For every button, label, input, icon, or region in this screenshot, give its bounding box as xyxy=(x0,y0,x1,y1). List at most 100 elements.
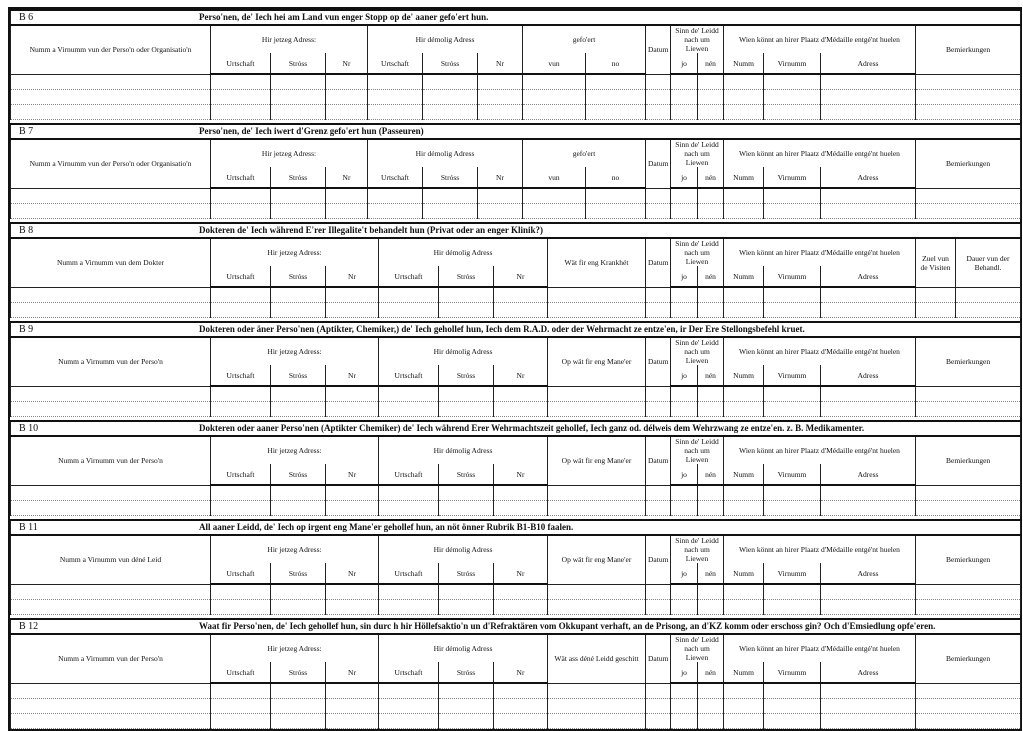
entry-cell[interactable] xyxy=(438,698,494,714)
entry-cell[interactable] xyxy=(645,484,671,501)
entry-cell[interactable] xyxy=(378,401,439,417)
entry-cell[interactable] xyxy=(697,302,724,318)
entry-cell[interactable] xyxy=(820,583,916,600)
entry-cell[interactable] xyxy=(378,698,439,714)
entry-cell[interactable] xyxy=(763,583,821,600)
entry-cell[interactable] xyxy=(270,302,326,318)
entry-cell[interactable] xyxy=(325,401,379,417)
entry-cell[interactable] xyxy=(10,484,211,501)
entry-cell[interactable] xyxy=(585,203,646,219)
entry-cell[interactable] xyxy=(10,73,211,90)
entry-cell[interactable] xyxy=(438,583,494,600)
entry-cell[interactable] xyxy=(378,500,439,516)
entry-cell[interactable] xyxy=(697,401,724,417)
entry-cell[interactable] xyxy=(697,599,724,615)
entry-cell[interactable] xyxy=(915,302,956,318)
entry-cell[interactable] xyxy=(697,385,724,402)
entry-cell[interactable] xyxy=(210,73,271,90)
entry-cell[interactable] xyxy=(325,187,368,204)
entry-cell[interactable] xyxy=(325,583,379,600)
entry-cell[interactable] xyxy=(697,500,724,516)
entry-cell[interactable] xyxy=(493,698,548,714)
entry-cell[interactable] xyxy=(697,89,724,105)
entry-cell[interactable] xyxy=(697,73,724,90)
entry-cell[interactable] xyxy=(697,698,724,714)
entry-cell[interactable] xyxy=(914,713,1022,729)
entry-cell[interactable] xyxy=(10,682,211,699)
entry-cell[interactable] xyxy=(914,583,1022,600)
entry-cell[interactable] xyxy=(915,286,956,303)
entry-cell[interactable] xyxy=(270,104,326,120)
entry-cell[interactable] xyxy=(367,104,423,120)
entry-cell[interactable] xyxy=(954,302,1022,318)
entry-cell[interactable] xyxy=(325,203,368,219)
entry-cell[interactable] xyxy=(210,104,271,120)
entry-cell[interactable] xyxy=(820,89,916,105)
entry-cell[interactable] xyxy=(210,89,271,105)
entry-cell[interactable] xyxy=(522,73,586,90)
entry-cell[interactable] xyxy=(914,484,1022,501)
entry-cell[interactable] xyxy=(270,583,326,600)
entry-cell[interactable] xyxy=(477,104,523,120)
entry-cell[interactable] xyxy=(493,682,548,699)
entry-cell[interactable] xyxy=(210,286,271,303)
entry-cell[interactable] xyxy=(493,484,548,501)
entry-cell[interactable] xyxy=(547,500,646,516)
entry-cell[interactable] xyxy=(378,583,439,600)
entry-cell[interactable] xyxy=(670,583,698,600)
entry-cell[interactable] xyxy=(367,203,423,219)
entry-cell[interactable] xyxy=(547,583,646,600)
entry-cell[interactable] xyxy=(438,302,494,318)
entry-cell[interactable] xyxy=(670,713,698,729)
entry-cell[interactable] xyxy=(493,302,548,318)
entry-cell[interactable] xyxy=(585,89,646,105)
entry-cell[interactable] xyxy=(325,302,379,318)
entry-cell[interactable] xyxy=(723,500,764,516)
entry-cell[interactable] xyxy=(670,599,698,615)
entry-cell[interactable] xyxy=(270,187,326,204)
entry-cell[interactable] xyxy=(585,73,646,90)
entry-cell[interactable] xyxy=(325,286,379,303)
entry-cell[interactable] xyxy=(670,73,698,90)
entry-cell[interactable] xyxy=(493,401,548,417)
entry-cell[interactable] xyxy=(914,682,1022,699)
entry-cell[interactable] xyxy=(763,104,821,120)
entry-cell[interactable] xyxy=(645,187,671,204)
entry-cell[interactable] xyxy=(645,713,671,729)
entry-cell[interactable] xyxy=(820,104,916,120)
entry-cell[interactable] xyxy=(723,713,764,729)
entry-cell[interactable] xyxy=(10,302,211,318)
entry-cell[interactable] xyxy=(723,599,764,615)
entry-cell[interactable] xyxy=(270,599,326,615)
entry-cell[interactable] xyxy=(723,286,764,303)
entry-cell[interactable] xyxy=(493,286,548,303)
entry-cell[interactable] xyxy=(378,385,439,402)
entry-cell[interactable] xyxy=(914,385,1022,402)
entry-cell[interactable] xyxy=(820,500,916,516)
entry-cell[interactable] xyxy=(210,583,271,600)
entry-cell[interactable] xyxy=(723,484,764,501)
entry-cell[interactable] xyxy=(645,385,671,402)
entry-cell[interactable] xyxy=(914,73,1022,90)
entry-cell[interactable] xyxy=(723,89,764,105)
entry-cell[interactable] xyxy=(210,682,271,699)
entry-cell[interactable] xyxy=(438,385,494,402)
entry-cell[interactable] xyxy=(270,698,326,714)
entry-cell[interactable] xyxy=(477,187,523,204)
entry-cell[interactable] xyxy=(367,89,423,105)
entry-cell[interactable] xyxy=(670,698,698,714)
entry-cell[interactable] xyxy=(820,286,916,303)
entry-cell[interactable] xyxy=(210,500,271,516)
entry-cell[interactable] xyxy=(367,73,423,90)
entry-cell[interactable] xyxy=(723,73,764,90)
entry-cell[interactable] xyxy=(645,73,671,90)
entry-cell[interactable] xyxy=(493,500,548,516)
entry-cell[interactable] xyxy=(645,401,671,417)
entry-cell[interactable] xyxy=(763,698,821,714)
entry-cell[interactable] xyxy=(914,599,1022,615)
entry-cell[interactable] xyxy=(270,203,326,219)
entry-cell[interactable] xyxy=(820,73,916,90)
entry-cell[interactable] xyxy=(763,89,821,105)
entry-cell[interactable] xyxy=(697,104,724,120)
entry-cell[interactable] xyxy=(325,500,379,516)
